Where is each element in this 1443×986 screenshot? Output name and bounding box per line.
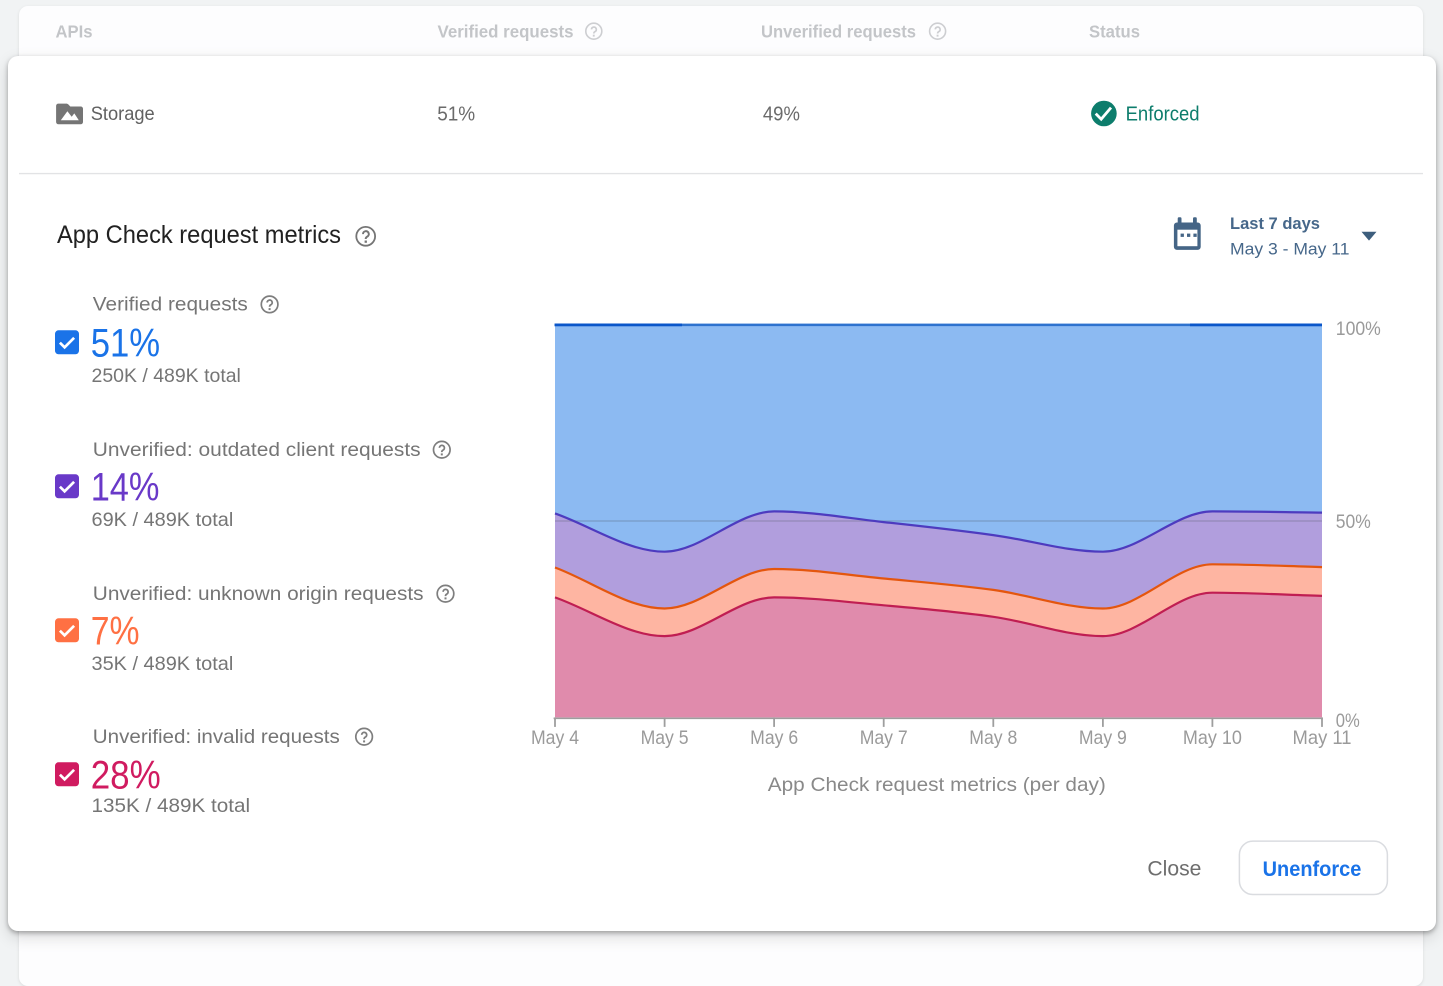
svg-text:May 10: May 10 bbox=[1183, 727, 1242, 749]
svg-text:May 8: May 8 bbox=[969, 727, 1017, 749]
svg-text:50%: 50% bbox=[1336, 511, 1371, 533]
svg-text:Enforced: Enforced bbox=[1126, 104, 1200, 126]
svg-text:7%: 7% bbox=[91, 609, 140, 653]
svg-text:Unverified: outdated client re: Unverified: outdated client requests bbox=[93, 439, 421, 461]
svg-text:14%: 14% bbox=[91, 465, 160, 509]
svg-text:Storage: Storage bbox=[91, 103, 155, 125]
svg-text:May 11: May 11 bbox=[1293, 727, 1352, 749]
svg-text:May 4: May 4 bbox=[531, 727, 579, 749]
svg-text:May 3 - May 11: May 3 - May 11 bbox=[1230, 240, 1350, 259]
svg-text:May 9: May 9 bbox=[1079, 727, 1127, 749]
svg-text:May 5: May 5 bbox=[641, 727, 689, 749]
svg-text:Unverified: unknown origin req: Unverified: unknown origin requests bbox=[93, 583, 424, 605]
svg-text:Verified requests: Verified requests bbox=[93, 294, 248, 316]
svg-text:28%: 28% bbox=[91, 753, 161, 797]
svg-text:APIs: APIs bbox=[56, 21, 93, 41]
svg-text:Verified requests: Verified requests bbox=[438, 21, 574, 41]
svg-text:100%: 100% bbox=[1336, 318, 1381, 340]
svg-text:135K / 489K total: 135K / 489K total bbox=[92, 795, 251, 817]
svg-text:35K / 489K total: 35K / 489K total bbox=[92, 653, 234, 675]
svg-text:Unverified: invalid requests: Unverified: invalid requests bbox=[93, 726, 340, 748]
svg-text:250K / 489K total: 250K / 489K total bbox=[92, 365, 241, 387]
svg-text:Last 7 days: Last 7 days bbox=[1230, 214, 1320, 233]
svg-text:51%: 51% bbox=[437, 103, 475, 125]
svg-text:Status: Status bbox=[1089, 21, 1140, 41]
svg-text:49%: 49% bbox=[763, 103, 800, 125]
svg-text:51%: 51% bbox=[91, 321, 160, 365]
svg-text:69K / 489K total: 69K / 489K total bbox=[92, 509, 234, 531]
svg-text:Unenforce: Unenforce bbox=[1263, 857, 1362, 881]
svg-text:App Check request metrics (per: App Check request metrics (per day) bbox=[768, 774, 1106, 796]
svg-text:App Check request metrics: App Check request metrics bbox=[57, 221, 341, 249]
svg-text:0%: 0% bbox=[1336, 710, 1360, 732]
svg-text:May 7: May 7 bbox=[860, 727, 908, 749]
svg-text:May 6: May 6 bbox=[750, 727, 798, 749]
svg-text:Close: Close bbox=[1147, 857, 1201, 881]
svg-text:Unverified requests: Unverified requests bbox=[761, 21, 916, 41]
